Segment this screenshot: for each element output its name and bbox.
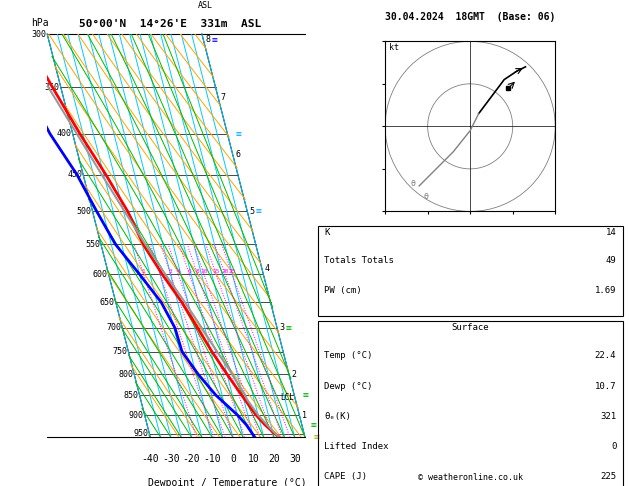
Text: 225: 225 [600,472,616,481]
Text: 300: 300 [31,30,46,38]
Text: 49: 49 [606,256,616,265]
Text: 0: 0 [230,453,236,464]
Text: 5: 5 [250,207,255,216]
Text: 500: 500 [77,207,91,216]
Text: Dewpoint / Temperature (°C): Dewpoint / Temperature (°C) [148,478,307,486]
Text: ≡: ≡ [313,433,320,442]
Text: ≡: ≡ [255,206,262,216]
Text: 10: 10 [248,453,259,464]
Text: ≡: ≡ [212,35,218,45]
Text: 1: 1 [142,269,145,275]
Text: ≡: ≡ [303,390,309,400]
Text: 850: 850 [123,391,138,399]
Text: 20: 20 [268,453,280,464]
Text: ≡: ≡ [236,129,242,139]
Bar [318,321,623,486]
Text: 550: 550 [85,240,100,249]
Text: 7: 7 [221,93,226,102]
Text: 4: 4 [176,269,180,275]
Text: 30: 30 [289,453,301,464]
Text: -20: -20 [183,453,201,464]
Text: © weatheronline.co.uk: © weatheronline.co.uk [418,473,523,482]
Text: 3: 3 [279,323,284,332]
Text: 450: 450 [67,170,82,179]
Text: Lifted Index: Lifted Index [324,442,389,451]
Text: 10: 10 [200,269,208,275]
Text: Temp (°C): Temp (°C) [324,351,372,361]
Text: 1: 1 [302,411,307,419]
Text: 14: 14 [606,228,616,238]
Text: 350: 350 [45,83,60,92]
Text: ≡: ≡ [310,419,316,430]
Text: 15: 15 [213,269,220,275]
Text: km
ASL: km ASL [198,0,213,10]
Text: hPa: hPa [31,18,49,28]
Text: 6: 6 [235,150,240,159]
Text: -30: -30 [162,453,180,464]
Text: θₑ(K): θₑ(K) [324,412,351,421]
Text: 600: 600 [92,270,108,279]
Text: 50°00'N  14°26'E  331m  ASL: 50°00'N 14°26'E 331m ASL [79,19,261,30]
Text: 0: 0 [611,442,616,451]
Text: 10.7: 10.7 [595,382,616,391]
Text: 6: 6 [187,269,191,275]
Text: 700: 700 [106,323,121,332]
Text: 30.04.2024  18GMT  (Base: 06): 30.04.2024 18GMT (Base: 06) [385,12,555,22]
Text: 25: 25 [228,269,236,275]
Text: 900: 900 [128,411,143,419]
Text: 2: 2 [159,269,162,275]
Text: kt: kt [389,43,399,52]
Text: Totals Totals: Totals Totals [324,256,394,265]
Text: Surface: Surface [452,323,489,332]
Text: 22.4: 22.4 [595,351,616,361]
Text: 20: 20 [221,269,229,275]
Text: 750: 750 [113,347,128,356]
Text: θ: θ [423,191,428,201]
Text: CAPE (J): CAPE (J) [324,472,367,481]
Text: 2: 2 [291,370,296,379]
Text: 3: 3 [169,269,172,275]
Text: 8: 8 [196,269,199,275]
Text: 950: 950 [133,429,148,438]
Text: -10: -10 [203,453,221,464]
Text: 650: 650 [100,297,114,307]
Text: 800: 800 [118,370,133,379]
Text: PW (cm): PW (cm) [324,286,362,295]
Text: 4: 4 [264,264,269,273]
Text: K: K [324,228,330,238]
Text: Dewp (°C): Dewp (°C) [324,382,372,391]
Text: LCL: LCL [281,393,294,402]
Text: 400: 400 [57,129,72,139]
Text: θ: θ [411,179,416,188]
Text: 8: 8 [206,35,211,44]
Text: 1.69: 1.69 [595,286,616,295]
Text: 321: 321 [600,412,616,421]
Text: -40: -40 [142,453,159,464]
Bar [318,226,623,316]
Text: ≡: ≡ [286,323,291,333]
